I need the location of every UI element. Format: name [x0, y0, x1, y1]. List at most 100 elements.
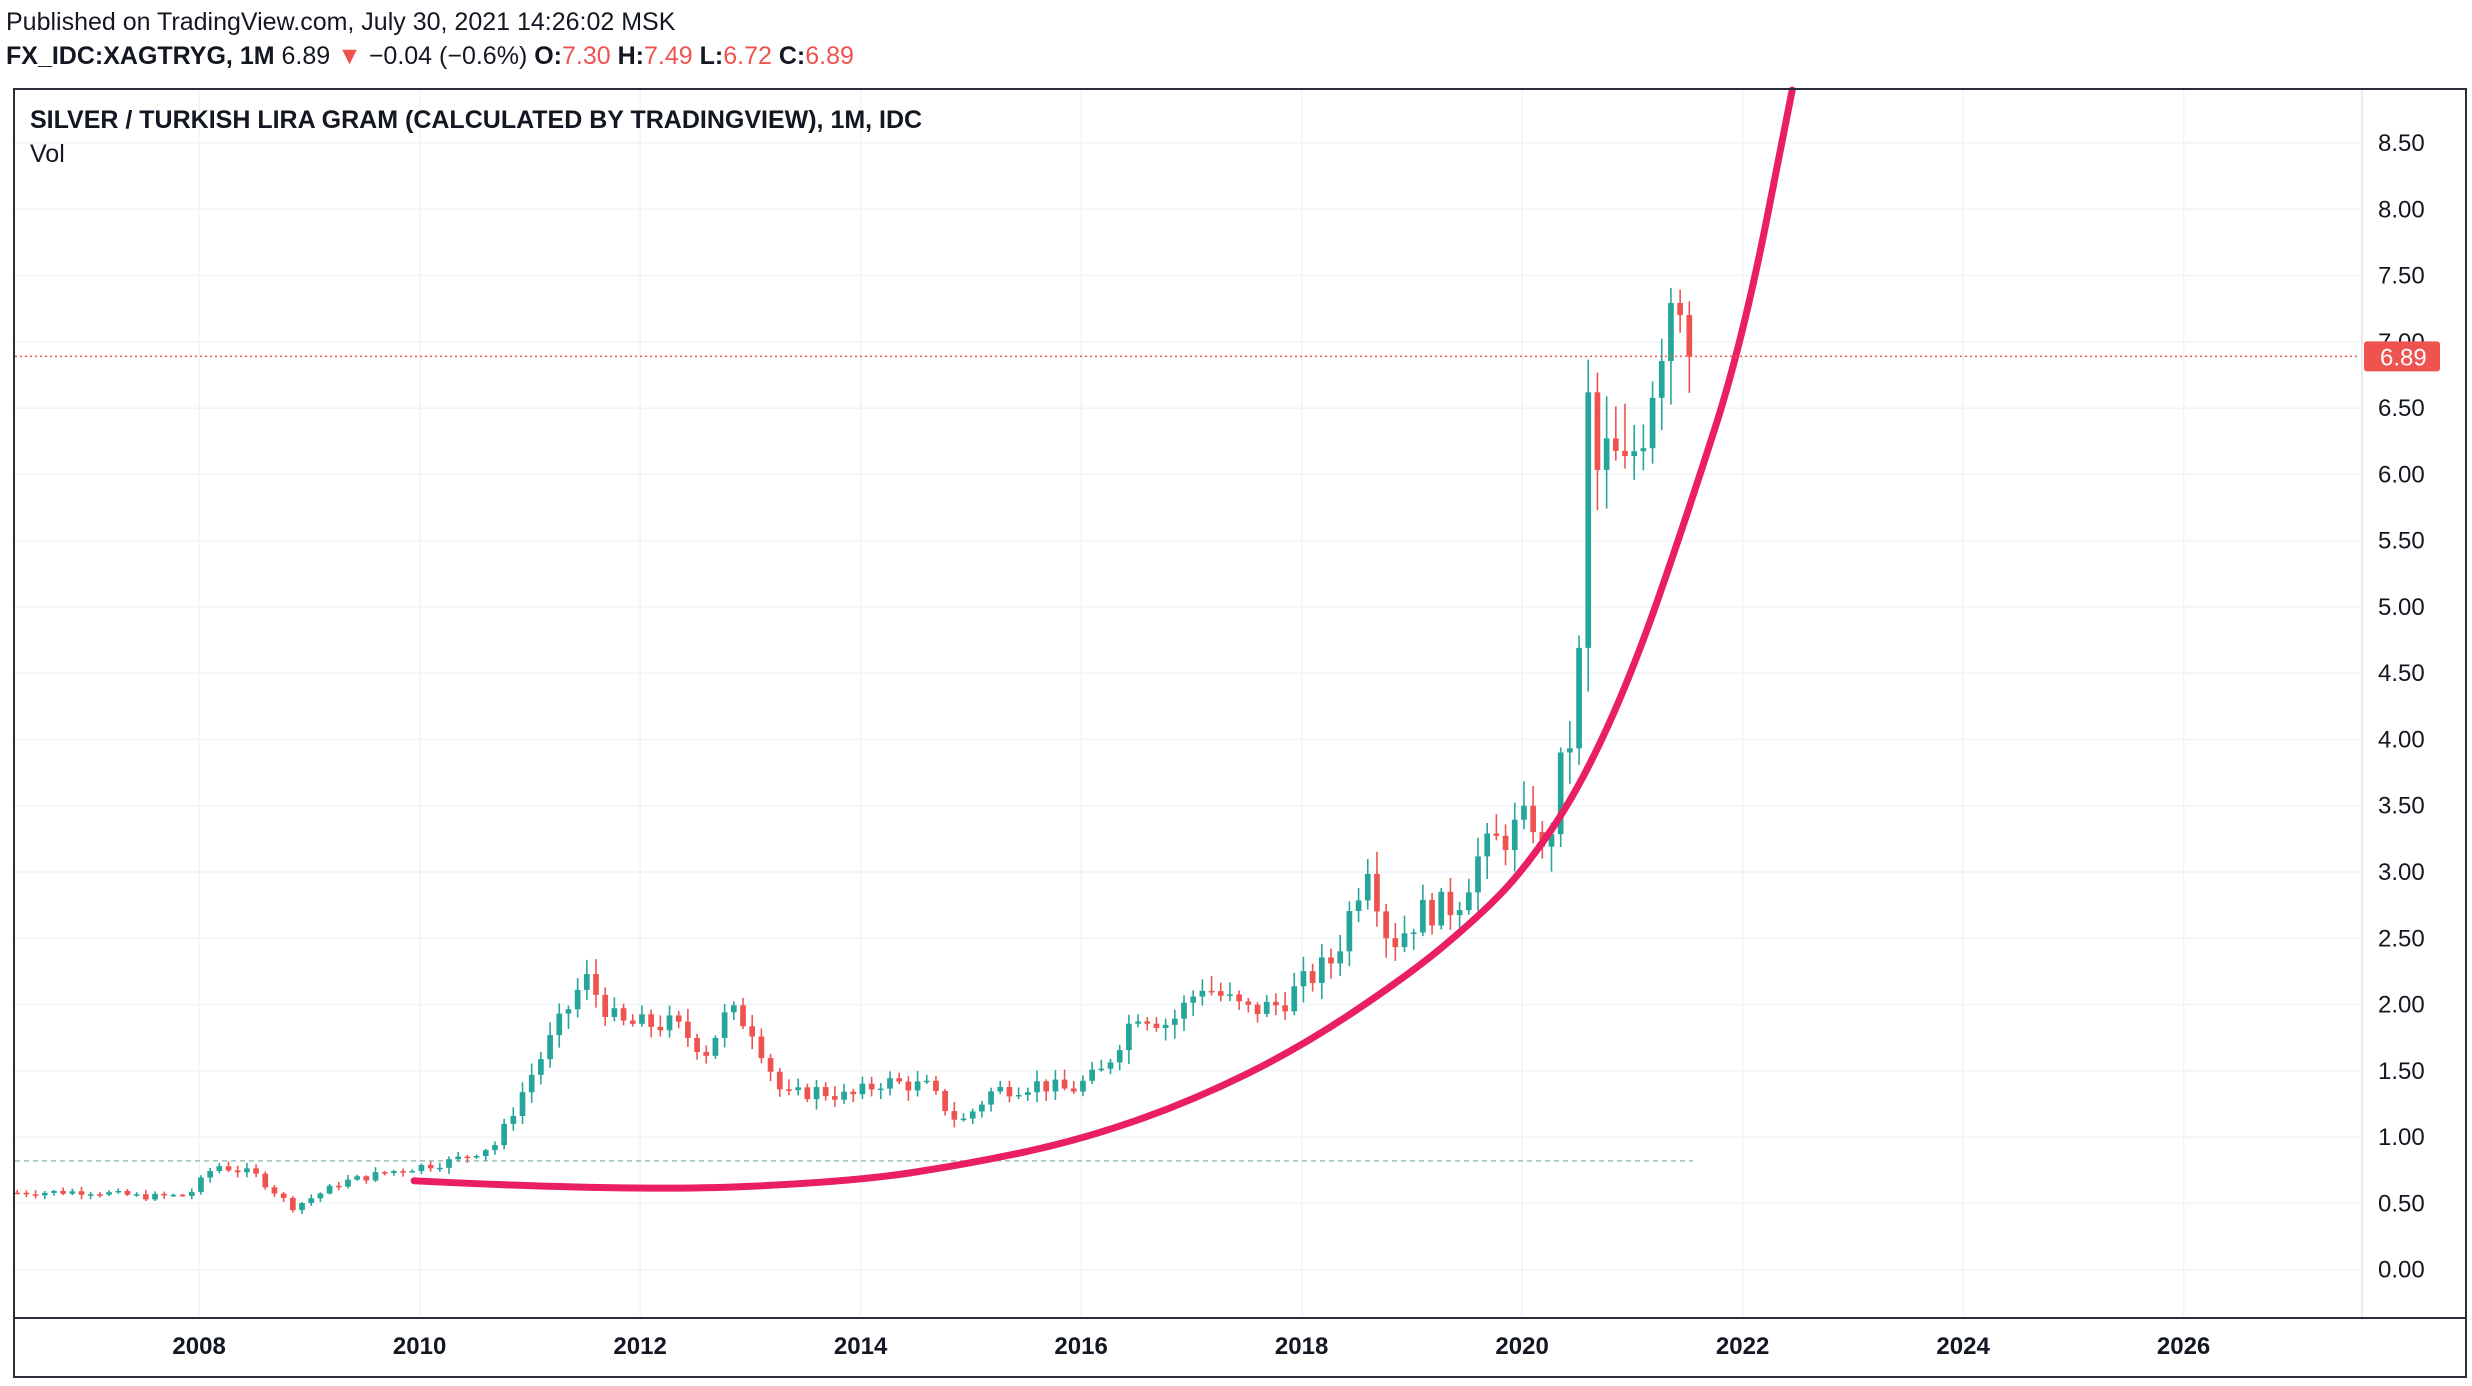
candle-body — [1548, 834, 1555, 847]
high-label: H: — [617, 42, 645, 70]
candle-body — [1190, 996, 1197, 1003]
candle-body — [14, 1192, 21, 1195]
candle-body — [1649, 397, 1656, 449]
candle-body — [749, 1026, 756, 1037]
candle-body — [896, 1078, 903, 1082]
candle-body — [391, 1171, 397, 1174]
candle-body — [685, 1021, 691, 1038]
candle-body — [712, 1037, 719, 1056]
price-tick-label: 8.50 — [2378, 130, 2425, 157]
time-tick-label: 2016 — [1054, 1333, 1107, 1360]
candle-body — [1126, 1023, 1132, 1051]
price-tick-label: 5.00 — [2378, 594, 2425, 621]
candle-body — [528, 1074, 535, 1093]
candle-body — [832, 1096, 838, 1100]
candle-body — [657, 1026, 664, 1031]
candle-body — [97, 1194, 103, 1196]
candle-body — [1557, 752, 1564, 835]
candle-body — [1530, 805, 1536, 833]
candle-body — [666, 1015, 673, 1031]
candle-body — [675, 1015, 682, 1022]
candle-body — [1410, 932, 1417, 934]
symbol-label[interactable]: FX_IDC:XAGTRYG, 1M — [6, 42, 275, 70]
candle-body — [951, 1111, 958, 1120]
candle-body — [1217, 991, 1224, 996]
candle-body — [694, 1037, 700, 1052]
chart-title: SILVER / TURKISH LIRA GRAM (CALCULATED B… — [30, 106, 923, 134]
volume-legend[interactable]: Vol — [30, 140, 65, 168]
time-tick-label: 2008 — [172, 1333, 225, 1360]
candle-body — [124, 1190, 131, 1195]
candle-body — [354, 1176, 360, 1180]
candle-body — [32, 1194, 39, 1196]
candle-body — [1199, 990, 1206, 997]
candle-body — [161, 1193, 168, 1196]
last-price-badge-text: 6.89 — [2380, 344, 2427, 371]
candle-body — [556, 1013, 563, 1036]
candle-body — [69, 1191, 76, 1194]
candle-body — [629, 1020, 636, 1024]
candle-body — [271, 1187, 278, 1194]
candle-body — [1631, 451, 1638, 457]
candle-body — [87, 1194, 94, 1196]
candle-body — [1291, 986, 1298, 1012]
last-price: 6.89 — [281, 42, 331, 70]
published-note: Published on TradingView.com, July 30, 2… — [6, 8, 676, 36]
candle-body — [942, 1090, 948, 1112]
candle-body — [152, 1193, 158, 1200]
price-tick-label: 0.00 — [2378, 1257, 2425, 1284]
candle-body — [979, 1104, 985, 1112]
candle-body — [1098, 1068, 1105, 1071]
candle-body — [1521, 805, 1527, 820]
candle-body — [1043, 1081, 1050, 1092]
candle-body — [464, 1156, 471, 1159]
candle-body — [1686, 315, 1693, 357]
candle-body — [326, 1185, 333, 1194]
time-tick-label: 2010 — [393, 1333, 446, 1360]
candle-body — [60, 1190, 66, 1194]
candle-body — [1144, 1021, 1151, 1024]
quote-line: FX_IDC:XAGTRYG, 1M 6.89 ▼ −0.04 (−0.6%) … — [6, 42, 854, 71]
price-tick-label: 2.00 — [2378, 992, 2425, 1019]
candle-body — [1383, 911, 1389, 939]
candle-body — [409, 1171, 416, 1173]
candle-body — [418, 1165, 425, 1172]
candle-body — [1465, 892, 1472, 911]
price-tick-label: 5.50 — [2378, 528, 2425, 555]
price-tick-label: 4.00 — [2378, 726, 2425, 753]
trend-curve — [410, 86, 1796, 1192]
candle-body — [1245, 1001, 1252, 1005]
time-tick-label: 2020 — [1495, 1333, 1548, 1360]
candle-body — [887, 1078, 893, 1089]
candle-body — [1567, 748, 1573, 753]
candle-body — [859, 1083, 866, 1095]
candle-body — [1420, 899, 1426, 933]
candle-body — [1447, 891, 1454, 916]
candle-body — [244, 1168, 250, 1173]
price-tick-label: 8.00 — [2378, 196, 2425, 223]
candle-body — [234, 1170, 241, 1173]
time-tick-label: 2012 — [613, 1333, 666, 1360]
candle-body — [1493, 833, 1500, 836]
candle-body — [1438, 891, 1445, 926]
time-tick-label: 2026 — [2157, 1333, 2210, 1360]
candle-body — [1080, 1080, 1086, 1092]
time-axis[interactable]: 2008 2010 2012 2014 2016 2018 2020 2022 2024 2026 — [172, 1333, 2210, 1360]
candle-body — [317, 1193, 324, 1199]
candle-body — [198, 1177, 204, 1192]
candle-body — [41, 1192, 48, 1196]
candle-body — [813, 1087, 820, 1100]
candle-body — [923, 1080, 930, 1083]
candle-body — [1355, 900, 1362, 912]
candle-body — [1089, 1069, 1095, 1081]
candle-body — [1612, 438, 1619, 451]
candle-body — [299, 1203, 305, 1211]
candle-body — [225, 1166, 232, 1171]
candle-body — [1227, 994, 1233, 996]
candle-body — [758, 1036, 765, 1059]
price-axis[interactable]: 0.00 0.50 1.00 1.50 2.00 2.50 3.00 3.50 4.00 4.50… — [2378, 130, 2425, 1284]
candle-body — [510, 1115, 517, 1124]
candle-body — [142, 1194, 149, 1200]
candle-body — [1392, 938, 1399, 948]
